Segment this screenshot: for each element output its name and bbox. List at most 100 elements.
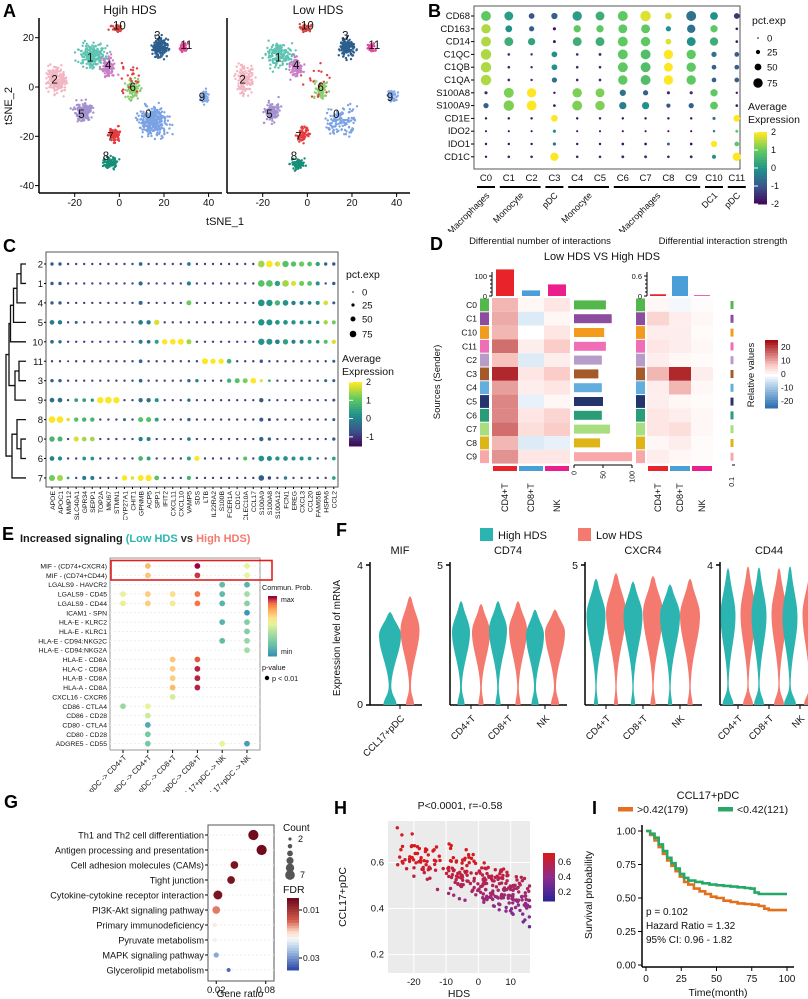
dendrogram bbox=[5, 263, 26, 479]
y-tick-label: 0.6 bbox=[371, 857, 384, 868]
legend-swatch-high bbox=[480, 528, 493, 541]
gene-tick-label: IL22RA2 bbox=[211, 491, 218, 518]
cluster-label: 5 bbox=[78, 109, 84, 121]
bar-axis-tick: 0.1 bbox=[729, 477, 736, 487]
legend-label-high: High HDS bbox=[498, 530, 547, 542]
stat-text: Hazard Ratio = 1.32 bbox=[646, 921, 736, 932]
row-label: 4 bbox=[38, 298, 43, 309]
x-tick-label: 100 bbox=[779, 974, 796, 985]
y-top-tick: 5 bbox=[437, 560, 443, 572]
pathway-label: Antigen processing and presentation bbox=[55, 846, 204, 856]
interaction-label: HLA-E - CD94:NKG2C bbox=[38, 638, 107, 645]
col-label: CD4+T bbox=[500, 483, 510, 512]
colorbar-tick: -10 bbox=[781, 383, 794, 393]
row-color-left bbox=[480, 353, 489, 367]
dot-grid bbox=[480, 10, 741, 161]
pathway-label: Tight junction bbox=[150, 876, 204, 886]
gene-tick-label: MMP12 bbox=[66, 491, 73, 515]
row-label: C4 bbox=[466, 383, 477, 393]
cat-label: CCL17+pDC bbox=[361, 713, 407, 759]
pathway-label: Cell adhesion molecules (CAMs) bbox=[71, 861, 204, 871]
cluster-label: 0 bbox=[145, 109, 151, 121]
legend-count-max: 7 bbox=[300, 870, 305, 880]
highlight-box bbox=[110, 559, 273, 581]
x-axis-label: Time(month) bbox=[688, 987, 747, 999]
row-color-right bbox=[636, 367, 645, 381]
y-zero-tick: 0 bbox=[357, 699, 363, 711]
col-label: CD8+T bbox=[675, 483, 685, 512]
gene-tick-label: FAM65B bbox=[315, 491, 322, 518]
row-label: 2 bbox=[38, 260, 43, 271]
row-bar bbox=[574, 383, 602, 393]
group-label: DC1 bbox=[700, 190, 720, 210]
gene-tick-label: CHIT1 bbox=[130, 491, 137, 511]
cluster-tick-label: C2 bbox=[526, 173, 538, 184]
group-label: pDC bbox=[722, 190, 742, 210]
violins bbox=[379, 596, 420, 705]
panel-g-pathway-dotplot: Th1 and Th2 cell differentiation Antigen … bbox=[50, 823, 320, 999]
panel-i-survival-curve: CCL17+pDC >0.42(179) <0.42(121) 1.00 0.75 0.5… bbox=[583, 790, 796, 999]
cat-label: CD8+T bbox=[747, 713, 776, 742]
colorbar-tick: -20 bbox=[781, 396, 794, 406]
row-bar bbox=[574, 341, 606, 351]
gene-label: CD1C bbox=[444, 152, 470, 163]
row-dash bbox=[730, 411, 734, 420]
row-color-right bbox=[636, 450, 645, 464]
group-label: pDC bbox=[540, 190, 560, 210]
row-color-right bbox=[636, 408, 645, 422]
interaction-label: HLA-E - CD8A bbox=[63, 657, 108, 664]
gene-tick-label: APOC1 bbox=[58, 491, 65, 514]
cat-label: CD4+T bbox=[716, 713, 745, 742]
gene-tick-label: LTB bbox=[203, 491, 210, 503]
row-color-left bbox=[480, 312, 489, 326]
gene-label: IDO2 bbox=[448, 126, 470, 137]
gene-tick-label: CXCL11 bbox=[171, 491, 178, 516]
cluster-label: 5 bbox=[266, 109, 272, 121]
heatmap-title-right: Differential interaction strength bbox=[659, 236, 788, 247]
legend-expr-title: Expression bbox=[748, 114, 800, 126]
gene-tick-label: STMN1 bbox=[114, 491, 121, 514]
row-dash bbox=[730, 342, 734, 351]
panel-f-violin-plots: High HDS Low HDS Expression level of mRNA M… bbox=[332, 528, 808, 759]
scatter-title: P<0.0001, r=-0.58 bbox=[418, 800, 503, 812]
cat-label: NK bbox=[790, 713, 808, 731]
x-tick-label: -20 bbox=[67, 198, 82, 209]
legend-prob-title: Commun. Prob. bbox=[262, 583, 312, 592]
legend-pct-value: 50 bbox=[767, 63, 778, 74]
legend-pct-value: 25 bbox=[362, 301, 373, 312]
gene-tick-label: CXCL3 bbox=[299, 491, 306, 513]
legend-pct-value: 75 bbox=[767, 79, 778, 90]
panel-label-e: E bbox=[2, 524, 15, 544]
gene-tick-label: CXCL10 bbox=[179, 491, 186, 517]
cluster-label: 0 bbox=[333, 109, 339, 121]
gene-tick-label: CCL17 bbox=[251, 491, 258, 512]
violin-title: CD44 bbox=[755, 545, 783, 557]
legend-expr-tick: 2 bbox=[366, 377, 371, 387]
row-color-right bbox=[636, 339, 645, 353]
row-color-right bbox=[636, 298, 645, 312]
panel-label-i: I bbox=[592, 798, 598, 818]
x-tick-label: 0 bbox=[117, 198, 123, 209]
gene-label: C1QA bbox=[444, 75, 471, 86]
col-label: NK bbox=[552, 499, 562, 512]
bar-axis-tick: 0 bbox=[572, 471, 579, 475]
cluster-tick-label: C6 bbox=[617, 173, 629, 184]
legend-pct-value: 75 bbox=[362, 330, 373, 341]
gene-tick-label: S100A8 bbox=[267, 491, 274, 515]
legend-count-title: Count bbox=[283, 823, 310, 834]
row-color-left bbox=[480, 381, 489, 395]
cluster-label: 8 bbox=[103, 151, 109, 163]
cluster-tick-label: C3 bbox=[548, 173, 560, 184]
x-tick-label: 0.02 bbox=[207, 985, 226, 996]
gene-tick-label: SPP1 bbox=[154, 491, 161, 509]
y-tick-label: 0.50 bbox=[617, 894, 637, 905]
legend-count-min: 2 bbox=[298, 834, 303, 844]
legend-pct-title: pct.exp bbox=[346, 269, 380, 281]
row-color-left bbox=[480, 422, 489, 436]
legend-expr-title: Expression bbox=[342, 366, 394, 378]
y-axis-label: Expression level of mRNA bbox=[332, 580, 343, 696]
x-axis-label: HDS bbox=[448, 988, 470, 999]
gene-tick-label: GPR34 bbox=[82, 491, 89, 514]
